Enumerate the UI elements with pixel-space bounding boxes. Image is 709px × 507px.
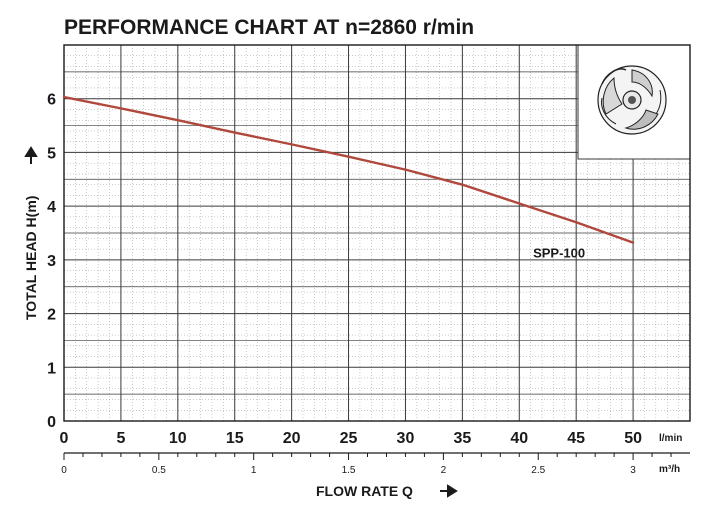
x-tick-label: 50 xyxy=(624,430,642,447)
y-axis-arrow-icon xyxy=(24,146,38,164)
y-axis-label: TOTAL HEAD H(m) xyxy=(23,196,39,320)
data-point xyxy=(404,168,407,171)
y-tick-label: 3 xyxy=(47,253,56,270)
x-tick-label-secondary: 1.5 xyxy=(342,465,356,476)
x-tick-label-secondary: 1 xyxy=(251,465,257,476)
y-tick-label: 5 xyxy=(47,145,56,162)
series-label: SPP-100 xyxy=(533,246,585,261)
y-axis-title: TOTAL HEAD H(m) xyxy=(23,146,39,320)
data-point xyxy=(120,107,122,110)
impeller-inset xyxy=(577,44,691,160)
data-point xyxy=(233,131,236,134)
x-axis-ticks-secondary: 0 0.5 1 1.5 2 2.5 3 xyxy=(61,452,690,476)
x-axis-ticks: 0 5 10 15 20 25 30 35 40 45 50 xyxy=(60,430,643,447)
x-tick-label-secondary: 0.5 xyxy=(152,465,166,476)
data-point xyxy=(575,221,577,224)
data-point xyxy=(632,241,634,244)
y-axis-ticks: 0 1 2 3 4 5 6 xyxy=(47,92,56,431)
x-tick-label: 10 xyxy=(169,430,187,447)
plot-frame xyxy=(63,44,691,422)
x-tick-label: 30 xyxy=(397,430,415,447)
x-tick-label-secondary: 3 xyxy=(630,465,636,476)
x-axis-label: FLOW RATE Q xyxy=(316,483,413,499)
chart-title: PERFORMANCE CHART AT n=2860 r/min xyxy=(64,16,474,39)
y-tick-label: 0 xyxy=(47,414,56,431)
data-point xyxy=(177,119,179,121)
x-tick-label: 15 xyxy=(226,430,244,447)
impeller-icon xyxy=(597,65,667,135)
x-tick-label: 0 xyxy=(60,430,69,447)
data-point xyxy=(63,96,65,98)
x-tick-label: 35 xyxy=(453,430,471,447)
x-tick-label: 40 xyxy=(510,430,528,447)
x-tick-label: 20 xyxy=(283,430,301,447)
x-unit-primary: l/min xyxy=(659,433,682,444)
data-point xyxy=(461,183,464,186)
x-tick-label: 5 xyxy=(116,430,125,447)
x-axis-title: FLOW RATE Q xyxy=(316,483,458,499)
series-layer: SPP-100 xyxy=(62,95,635,261)
data-point xyxy=(518,202,521,205)
x-tick-label-secondary: 2.5 xyxy=(531,465,545,476)
x-tick-label: 25 xyxy=(340,430,358,447)
y-tick-label: 4 xyxy=(47,199,56,216)
x-unit-secondary: m³/h xyxy=(659,464,680,475)
y-tick-label: 2 xyxy=(47,307,56,324)
y-tick-label: 1 xyxy=(47,360,56,377)
x-tick-label: 45 xyxy=(567,430,585,447)
data-point xyxy=(347,155,350,158)
data-point xyxy=(290,143,293,146)
x-tick-label-secondary: 0 xyxy=(61,465,67,476)
x-tick-label-secondary: 2 xyxy=(441,465,447,476)
y-tick-label: 6 xyxy=(47,92,56,109)
x-axis-arrow-icon xyxy=(440,484,458,498)
